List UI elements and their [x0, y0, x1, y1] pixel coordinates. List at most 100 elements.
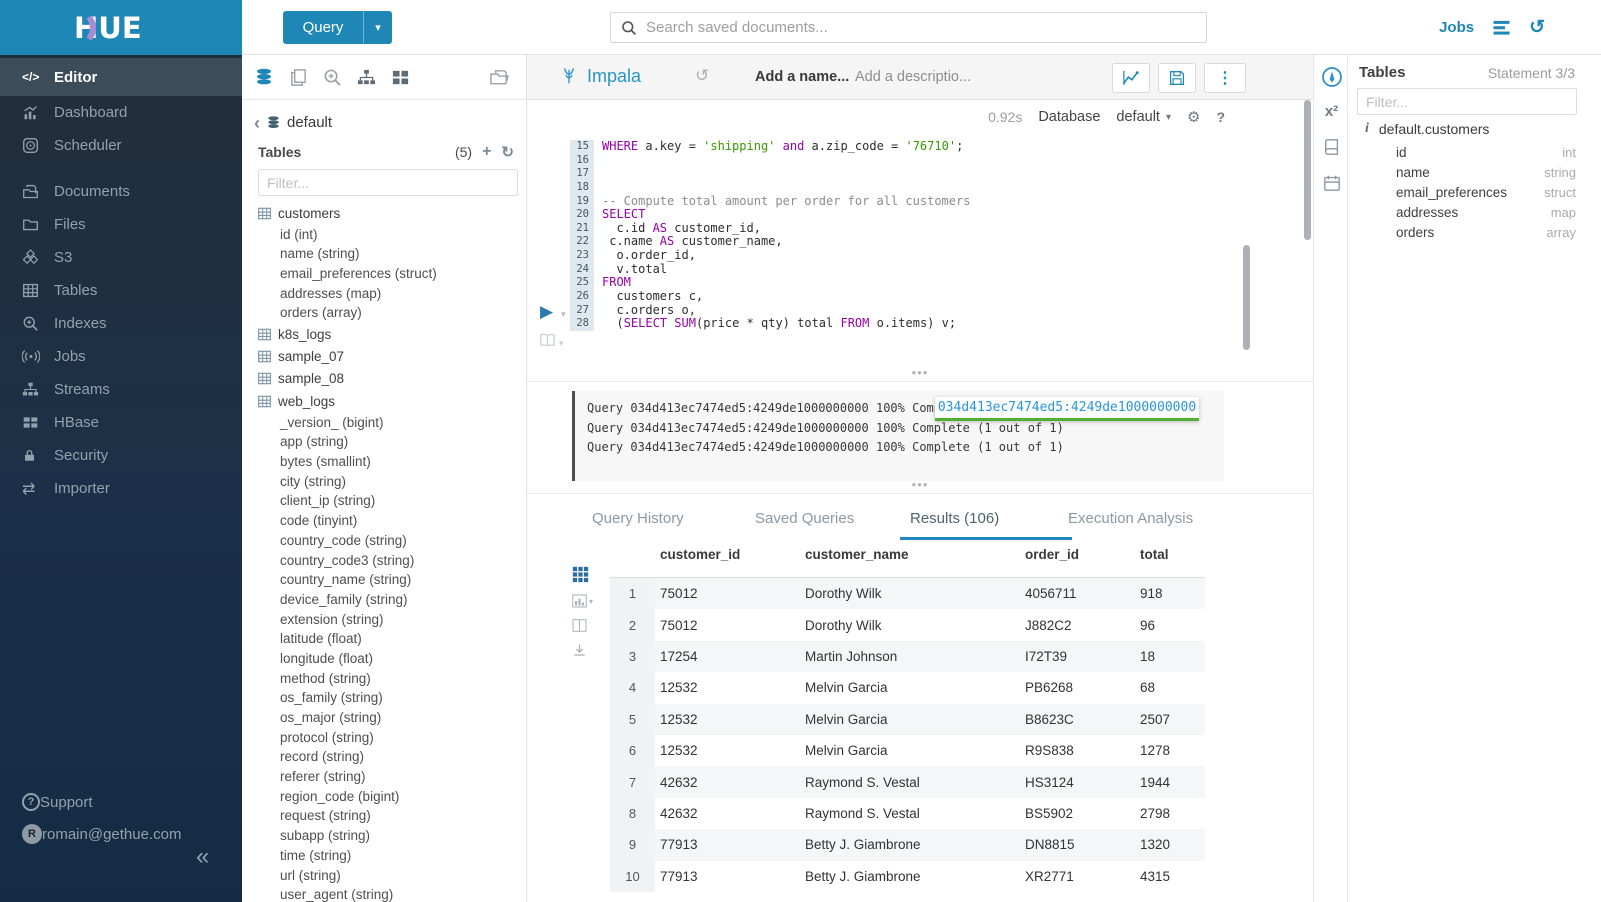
column-header[interactable]: total — [1140, 547, 1169, 562]
sidebar-item-importer[interactable]: ⇄ Importer — [0, 472, 242, 505]
language-reference-caret[interactable]: ▾ — [559, 338, 564, 348]
active-table-row[interactable]: i default.customers — [1365, 121, 1489, 137]
result-row[interactable]: 2 75012 Dorothy Wilk J882C2 96 — [610, 609, 1205, 641]
tables-filter-input[interactable] — [258, 169, 518, 196]
column-header[interactable]: customer_id — [660, 547, 741, 562]
resize-handle[interactable]: ••• — [911, 477, 929, 492]
column-row[interactable]: orders array — [1396, 222, 1576, 242]
column-tree-item[interactable]: client_ip (string) — [280, 493, 376, 509]
apps-grid-icon[interactable] — [391, 68, 410, 87]
schedule-icon[interactable] — [1314, 174, 1349, 192]
sidebar-item-files[interactable]: Files — [0, 208, 242, 241]
result-row[interactable]: 9 77913 Betty J. Giambrone DN8815 1320 — [610, 829, 1205, 861]
column-tree-item[interactable]: record (string) — [280, 749, 365, 765]
sidebar-item-s3[interactable]: S3 — [0, 241, 242, 274]
tab-execution-analysis[interactable]: Execution Analysis — [1068, 510, 1194, 527]
sidebar-item-documents[interactable]: Documents — [0, 175, 242, 208]
chart-view-icon[interactable]: ▾ — [572, 594, 598, 608]
jobs-list-icon[interactable] — [1492, 20, 1511, 36]
code-line[interactable]: 19 -- Compute total amount per order for … — [570, 194, 970, 209]
more-actions-button[interactable]: ⋮ — [1204, 63, 1246, 93]
zoom-plus-icon[interactable] — [323, 68, 342, 87]
result-row[interactable]: 7 42632 Raymond S. Vestal HS3124 1944 — [610, 766, 1205, 798]
query-description-field[interactable]: Add a descriptio... — [855, 69, 972, 85]
add-table-icon[interactable]: + — [482, 143, 492, 160]
code-line[interactable]: 21 c.id AS customer_id, — [570, 221, 970, 236]
column-header[interactable]: order_id — [1025, 547, 1080, 562]
search-input[interactable] — [646, 19, 1206, 36]
table-tree-item[interactable]: customers — [258, 202, 526, 224]
result-row[interactable]: 8 42632 Raymond S. Vestal BS5902 2798 — [610, 797, 1205, 830]
column-tree-item[interactable]: method (string) — [280, 670, 371, 686]
sidebar-item-scheduler[interactable]: Scheduler — [0, 129, 242, 162]
tab-query-history[interactable]: Query History — [592, 510, 684, 527]
code-line[interactable]: 24 v.total — [570, 262, 970, 277]
gear-icon[interactable]: ⚙ — [1186, 109, 1201, 126]
column-tree-item[interactable]: email_preferences (struct) — [280, 266, 437, 282]
language-docs-icon[interactable] — [1314, 138, 1349, 156]
jobs-link[interactable]: Jobs — [1439, 19, 1475, 36]
back-chevron-icon[interactable]: ‹ — [254, 112, 260, 133]
query-name-field[interactable]: Add a name... — [755, 69, 850, 85]
editor-assistant-icon[interactable] — [1314, 66, 1349, 88]
table-tree-item[interactable]: sample_08 — [258, 368, 526, 390]
column-tree-item[interactable]: device_family (string) — [280, 591, 408, 607]
column-tree-item[interactable]: user_agent (string) — [280, 887, 394, 902]
databases-icon[interactable] — [254, 67, 274, 87]
grid-view-icon[interactable] — [572, 566, 598, 583]
code-line[interactable]: 15 WHERE a.key = 'shipping' and a.zip_cod… — [570, 139, 970, 154]
column-tree-item[interactable]: country_code (string) — [280, 532, 407, 548]
column-tree-item[interactable]: addresses (map) — [280, 285, 382, 301]
resize-handle[interactable]: ••• — [911, 365, 929, 380]
column-row[interactable]: name string — [1396, 162, 1576, 182]
column-row[interactable]: email_preferences struct — [1396, 182, 1576, 202]
table-tree-item[interactable]: web_logs — [258, 390, 526, 412]
right-tables-filter-input[interactable] — [1357, 88, 1577, 115]
sidebar-item-hbase[interactable]: HBase — [0, 406, 242, 439]
query-history-small-icon[interactable]: ↺ — [695, 66, 710, 85]
query-button-label[interactable]: Query — [283, 11, 363, 44]
column-tree-item[interactable]: os_family (string) — [280, 690, 383, 706]
column-tree-item[interactable]: country_name (string) — [280, 572, 412, 588]
column-row[interactable]: addresses map — [1396, 202, 1576, 222]
column-tree-item[interactable]: region_code (bigint) — [280, 788, 400, 804]
execute-button[interactable]: ▶ — [540, 302, 554, 321]
database-select[interactable]: default — [1116, 109, 1160, 125]
panel-scrollbar[interactable] — [1304, 100, 1311, 240]
column-tree-item[interactable]: id (int) — [280, 226, 318, 242]
chevron-down-icon[interactable]: ▾ — [1165, 111, 1171, 123]
column-row[interactable]: id int — [1396, 142, 1576, 162]
column-tree-item[interactable]: protocol (string) — [280, 729, 374, 745]
sidebar-item-tables[interactable]: Tables — [0, 274, 242, 307]
global-search[interactable] — [610, 12, 1207, 43]
result-row[interactable]: 3 17254 Martin Johnson I72T39 18 — [610, 640, 1205, 673]
column-tree-item[interactable]: _version_ (bigint) — [280, 414, 384, 430]
column-tree-item[interactable]: bytes (smallint) — [280, 454, 371, 470]
sidebar-item-dashboard[interactable]: Dashboard — [0, 96, 242, 129]
column-tree-item[interactable]: code (tinyint) — [280, 513, 358, 529]
sql-code-editor[interactable]: 15 WHERE a.key = 'shipping' and a.zip_cod… — [570, 139, 970, 331]
column-tree-item[interactable]: name (string) — [280, 246, 360, 262]
code-line[interactable]: 26 customers c, — [570, 289, 970, 304]
column-tree-item[interactable]: url (string) — [280, 867, 341, 883]
code-line[interactable]: 16 — [570, 153, 970, 168]
code-line[interactable]: 28 (SELECT SUM(price * qty) total FROM o… — [570, 317, 970, 331]
result-row[interactable]: 1 75012 Dorothy Wilk 4056711 918 — [610, 578, 1205, 610]
table-tree-item[interactable]: sample_07 — [258, 345, 526, 367]
code-line[interactable]: 25 FROM — [570, 276, 970, 291]
result-row[interactable]: 4 12532 Melvin Garcia PB6268 68 — [610, 672, 1205, 704]
query-dropdown-caret[interactable]: ▾ — [363, 11, 392, 44]
column-tree-item[interactable]: longitude (float) — [280, 650, 374, 666]
sidebar-item-indexes[interactable]: Indexes — [0, 307, 242, 340]
column-tree-item[interactable]: app (string) — [280, 434, 349, 450]
column-tree-item[interactable]: request (string) — [280, 808, 371, 824]
result-row[interactable]: 10 77913 Betty J. Giambrone XR2771 4315 — [610, 860, 1205, 892]
column-tree-item[interactable]: subapp (string) — [280, 828, 371, 844]
column-tree-item[interactable]: city (string) — [280, 473, 347, 489]
collapse-sidebar-icon[interactable]: « — [196, 843, 210, 870]
help-icon[interactable]: ? — [1216, 109, 1225, 125]
column-tree-item[interactable]: extension (string) — [280, 611, 384, 627]
code-line[interactable]: 17 — [570, 167, 970, 181]
sidebar-item-jobs[interactable]: Jobs — [0, 340, 242, 373]
tab-impala[interactable]: Impala — [560, 64, 641, 88]
